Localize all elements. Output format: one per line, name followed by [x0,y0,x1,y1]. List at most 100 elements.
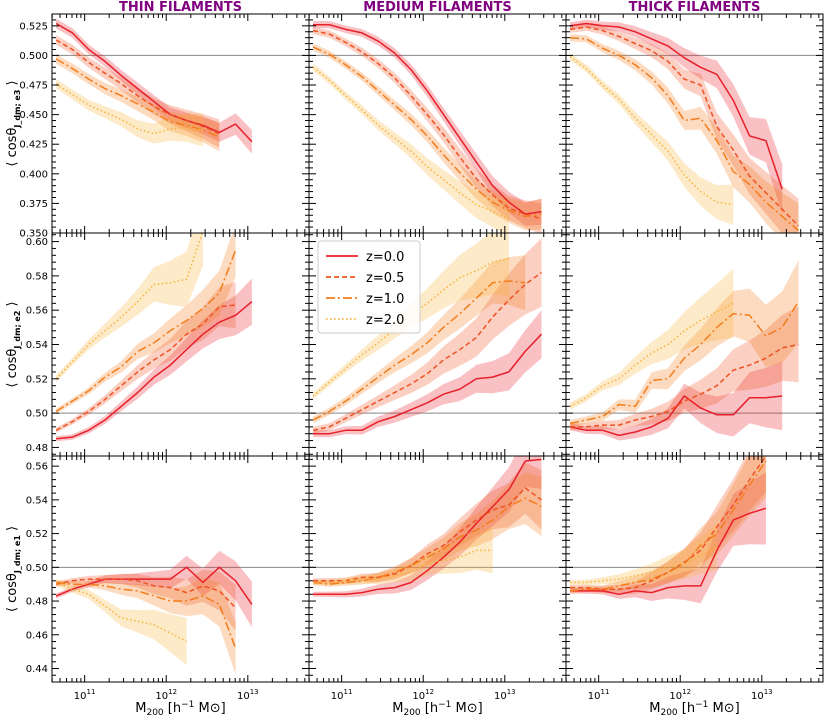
legend-label: z=0.0 [366,250,404,265]
y-ticks [52,13,309,234]
plot-area [566,19,823,233]
series-line-z-0.5 [312,271,542,432]
series-line-z-2.0 [55,233,204,380]
series-line-z-1.0 [56,581,237,649]
y-tick-label: 0.500 [19,51,48,62]
series-line-z-2.0 [312,66,510,220]
x-axis-label-col-3: M200 [h−1 M⊙] [649,700,739,718]
series-line-z-0.0 [569,22,783,190]
error-band-z-0.0 [56,550,252,628]
panel-r2-c3 [565,232,824,457]
y-tick-label: 0.52 [26,374,48,385]
series-line-z-0.5 [55,304,236,431]
legend-box [317,240,421,334]
series-line-z-0.5 [312,29,542,220]
plot-area [309,21,566,233]
error-band-z-0.0 [313,456,542,598]
y-tick-label: 0.50 [26,563,48,574]
legend-label: z=0.5 [366,271,404,286]
y-tick-label: 0.48 [26,597,48,608]
x-ticks [308,233,563,456]
x-tick-label: 1013 [237,688,259,702]
y-ticks [52,458,309,683]
x-ticks [565,233,820,456]
y-tick-label: 0.48 [26,443,48,454]
plot-area [566,260,823,441]
series-line-z-1.0 [312,46,542,218]
error-band-z-1.0 [570,260,799,427]
error-band-z-1.0 [56,233,236,414]
y-tick-label: 0.58 [26,271,48,282]
x-axis-label-col-1: M200 [h−1 M⊙] [135,700,225,718]
x-ticks [51,14,306,233]
series-line-z-0.0 [570,507,767,596]
series-line-z-1.0 [569,301,800,425]
x-tick-label: 1011 [331,688,353,702]
x-tick-label: 1012 [412,688,434,702]
y-tick-label: 0.46 [26,630,48,641]
error-band-z-0.5 [570,456,766,594]
y-tick-label: 0.60 [26,237,48,248]
y-tick-label: 0.44 [26,664,48,675]
error-band-z-0.5 [56,569,236,631]
y-tick-label: 0.450 [19,110,48,121]
column-title-2: MEDIUM FILAMENTS [363,0,511,15]
series-line-z-2.0 [313,549,493,584]
y-tick-label: 0.54 [26,495,48,506]
series-line-z-0.0 [56,301,253,440]
series-line-z-0.5 [55,39,220,135]
x-ticks [565,456,820,682]
x-tick-label: 1013 [751,688,773,702]
error-band-z-0.5 [570,306,799,431]
error-band-z-2.0 [570,53,734,225]
error-band-z-1.0 [570,456,766,594]
series-line-z-2.0 [55,581,187,643]
error-band-z-2.0 [570,524,717,586]
y-axis-label-row-1: ⟨ cosθJ_dm; e3 ⟩ [5,80,22,166]
error-band-z-0.5 [313,27,542,233]
panel-r1-c2 [308,13,567,234]
x-tick-label: 1012 [669,688,691,702]
series-line-z-0.5 [570,456,767,590]
series-line-z-0.0 [55,566,253,605]
y-tick-label: 0.52 [26,529,48,540]
y-tick-label: 0.525 [19,21,48,32]
error-band-z-2.0 [56,579,187,666]
panel-r1-c1: 0.350 0.375 0.400 0.425 0.450 0.475 0.500 0.525 [19,13,310,240]
error-band-z-1.0 [56,54,220,152]
legend: z=0.0 z=0.5 z=1.0 z=2.0 [317,240,421,334]
error-band-z-0.0 [570,19,783,215]
x-tick-label: 1013 [494,688,516,702]
y-tick-label: 0.50 [26,409,48,420]
error-band-z-0.5 [313,238,542,434]
legend-label: z=2.0 [366,313,404,328]
legend-label: z=1.0 [366,292,404,307]
series-line-z-0.5 [569,26,800,227]
y-tick-label: 0.56 [26,462,48,473]
series-line-z-1.0 [55,58,220,138]
panel-r2-c1: 0.48 0.50 0.52 0.54 0.56 0.58 0.60 [26,232,310,457]
y-tick-label: 0.475 [19,81,48,92]
error-band-z-0.5 [570,23,799,233]
x-ticks [565,14,820,233]
y-ticks [52,234,309,455]
series-line-z-1.0 [313,497,542,585]
y-ticks [566,234,823,455]
series-line-z-2.0 [569,55,734,206]
error-band-z-2.0 [570,269,734,410]
y-tick-label: 0.400 [19,169,48,180]
error-band-z-1.0 [313,255,526,424]
y-tick-label: 0.375 [19,199,48,210]
error-band-z-0.0 [570,361,783,441]
x-ticks [308,14,563,233]
error-band-z-0.5 [56,35,220,148]
y-tick-label: 0.54 [26,340,48,351]
x-axis-label-col-2: M200 [h−1 M⊙] [392,700,482,718]
series-line-z-0.0 [313,458,542,596]
y-tick-label: 0.56 [26,306,48,317]
x-tick-label: 1011 [74,688,96,702]
plot-area [52,233,309,442]
series-line-z-0.0 [55,22,253,143]
panel-r3-c2: 1011 1012 1013 [308,455,567,702]
